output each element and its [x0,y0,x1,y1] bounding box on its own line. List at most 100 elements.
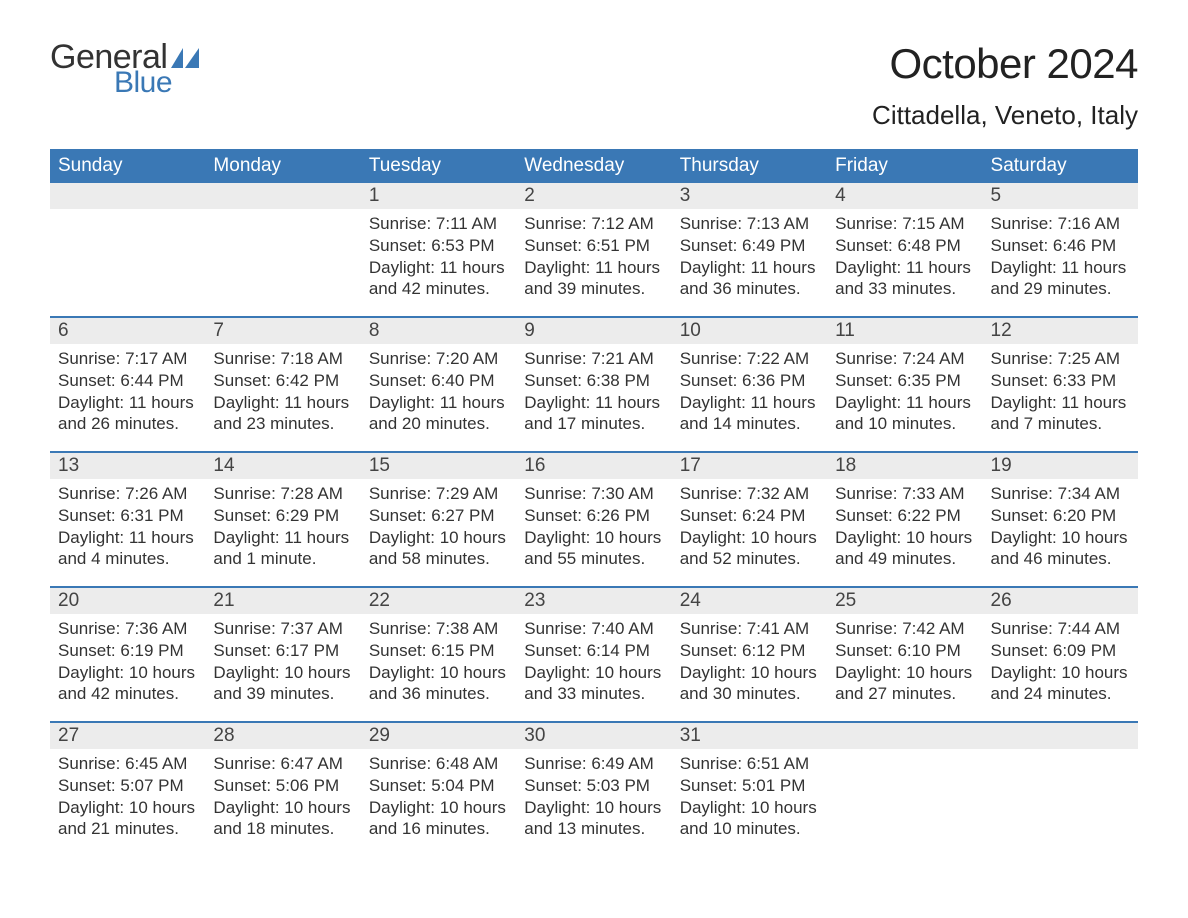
day-cell: 28 Sunrise: 6:47 AMSunset: 5:06 PMDayligh… [205,723,360,856]
sunset-text: Sunset: 6:31 PM [58,505,197,527]
day-number: 8 [361,318,516,344]
sunrise-text: Sunrise: 7:17 AM [58,348,197,370]
daylight2-text: and 24 minutes. [991,683,1130,705]
daylight2-text: and 46 minutes. [991,548,1130,570]
sunset-text: Sunset: 6:53 PM [369,235,508,257]
daylight1-text: Daylight: 10 hours [213,797,352,819]
sunset-text: Sunset: 6:27 PM [369,505,508,527]
daylight2-text: and 33 minutes. [835,278,974,300]
day-body: Sunrise: 7:13 AMSunset: 6:49 PMDaylight:… [672,209,827,300]
weekday-header: Saturday [983,149,1138,183]
week-row: 6 Sunrise: 7:17 AMSunset: 6:44 PM Daylight… [50,316,1138,451]
day-cell: 20Sunrise: 7:36 AMSunset: 6:19 PMDayligh… [50,588,205,721]
sunset-text: Sunset: 5:04 PM [369,775,508,797]
sunset-text: Sunset: 6:29 PM [213,505,352,527]
sunrise-text: Sunrise: 7:21 AM [524,348,663,370]
day-body: Sunrise: 7:21 AMSunset: 6:38 PMDaylight:… [516,344,671,435]
daylight2-text: and 10 minutes. [835,413,974,435]
day-number: 29 [361,723,516,749]
sunrise-text: Sunrise: 7:25 AM [991,348,1130,370]
daylight2-text: and 13 minutes. [524,818,663,840]
sunrise-text: Sunrise: 7:22 AM [680,348,819,370]
daylight1-text: Daylight: 11 hours [991,392,1130,414]
sunset-text: Sunset: 6:20 PM [991,505,1130,527]
sunset-text: Sunset: 6:51 PM [524,235,663,257]
weekday-header: Thursday [672,149,827,183]
day-body: Sunrise: 6:45 AMSunset: 5:07 PMDaylight:… [50,749,205,840]
daylight1-text: Daylight: 10 hours [369,797,508,819]
daylight1-text: Daylight: 10 hours [680,797,819,819]
sunrise-text: Sunrise: 7:29 AM [369,483,508,505]
empty-day-cell [827,723,982,856]
day-number: 27 [50,723,205,749]
sunrise-text: Sunrise: 7:26 AM [58,483,197,505]
weekday-header: Friday [827,149,982,183]
day-body: Sunrise: 7:25 AMSunset: 6:33 PMDaylight:… [983,344,1138,435]
daylight1-text: Daylight: 11 hours [58,527,197,549]
daylight2-text: and 33 minutes. [524,683,663,705]
daylight2-text: and 39 minutes. [524,278,663,300]
day-cell: 23Sunrise: 7:40 AMSunset: 6:14 PMDayligh… [516,588,671,721]
daylight1-text: Daylight: 11 hours [369,392,508,414]
day-number: 16 [516,453,671,479]
daylight2-text: and 1 minute. [213,548,352,570]
day-cell: 7Sunrise: 7:18 AMSunset: 6:42 PMDaylight… [205,318,360,451]
day-body: Sunrise: 7:44 AMSunset: 6:09 PMDaylight:… [983,614,1138,705]
day-number: 1 [361,183,516,209]
daylight2-text: and 7 minutes. [991,413,1130,435]
daylight2-text: and 30 minutes. [680,683,819,705]
day-body: Sunrise: 7:28 AMSunset: 6:29 PMDaylight:… [205,479,360,570]
day-number: 20 [50,588,205,614]
sunrise-text: Sunrise: 6:47 AM [213,753,352,775]
daylight2-text: and 23 minutes. [213,413,352,435]
sunset-text: Sunset: 5:06 PM [213,775,352,797]
day-body: Sunrise: 7:33 AMSunset: 6:22 PMDaylight:… [827,479,982,570]
title-block: October 2024 Cittadella, Veneto, Italy [872,40,1138,131]
sunset-text: Sunset: 6:26 PM [524,505,663,527]
daylight1-text: Daylight: 11 hours [835,392,974,414]
day-cell: 10Sunrise: 7:22 AMSunset: 6:36 PMDayligh… [672,318,827,451]
empty-day-cell [205,183,360,316]
day-cell: 2Sunrise: 7:12 AMSunset: 6:51 PMDaylight… [516,183,671,316]
sunset-text: Sunset: 6:17 PM [213,640,352,662]
day-number [827,723,982,749]
sunset-text: Sunset: 6:14 PM [524,640,663,662]
sunset-text: Sunset: 6:38 PM [524,370,663,392]
sunset-text: Sunset: 6:22 PM [835,505,974,527]
day-body: Sunrise: 7:24 AMSunset: 6:35 PMDaylight:… [827,344,982,435]
daylight1-text: Daylight: 11 hours [213,392,352,414]
day-body: Sunrise: 7:29 AMSunset: 6:27 PMDaylight:… [361,479,516,570]
day-number: 14 [205,453,360,479]
day-number: 22 [361,588,516,614]
day-cell: 30Sunrise: 6:49 AMSunset: 5:03 PMDayligh… [516,723,671,856]
daylight2-text: and 49 minutes. [835,548,974,570]
day-number: 6 [50,318,205,344]
sunset-text: Sunset: 6:15 PM [369,640,508,662]
daylight1-text: Daylight: 11 hours [680,392,819,414]
daylight1-text: Daylight: 10 hours [991,527,1130,549]
daylight1-text: Daylight: 10 hours [213,662,352,684]
day-body: Sunrise: 7:37 AMSunset: 6:17 PMDaylight:… [205,614,360,705]
day-number: 26 [983,588,1138,614]
daylight1-text: Daylight: 11 hours [680,257,819,279]
sunset-text: Sunset: 6:44 PM [58,370,197,392]
daylight1-text: Daylight: 11 hours [524,392,663,414]
day-number: 28 [205,723,360,749]
sunrise-text: Sunrise: 6:51 AM [680,753,819,775]
day-cell: 31Sunrise: 6:51 AMSunset: 5:01 PMDayligh… [672,723,827,856]
sunset-text: Sunset: 6:24 PM [680,505,819,527]
sunset-text: Sunset: 5:01 PM [680,775,819,797]
sunrise-text: Sunrise: 7:40 AM [524,618,663,640]
weekday-header: Wednesday [516,149,671,183]
day-body: Sunrise: 7:15 AMSunset: 6:48 PMDaylight:… [827,209,982,300]
sunrise-text: Sunrise: 6:49 AM [524,753,663,775]
day-number: 9 [516,318,671,344]
location-title: Cittadella, Veneto, Italy [872,100,1138,131]
daylight1-text: Daylight: 11 hours [835,257,974,279]
sunset-text: Sunset: 6:10 PM [835,640,974,662]
day-cell: 13Sunrise: 7:26 AMSunset: 6:31 PMDayligh… [50,453,205,586]
daylight1-text: Daylight: 10 hours [369,662,508,684]
daylight1-text: Daylight: 10 hours [524,797,663,819]
daylight2-text: and 42 minutes. [369,278,508,300]
weekday-header-row: Sunday Monday Tuesday Wednesday Thursday… [50,149,1138,183]
